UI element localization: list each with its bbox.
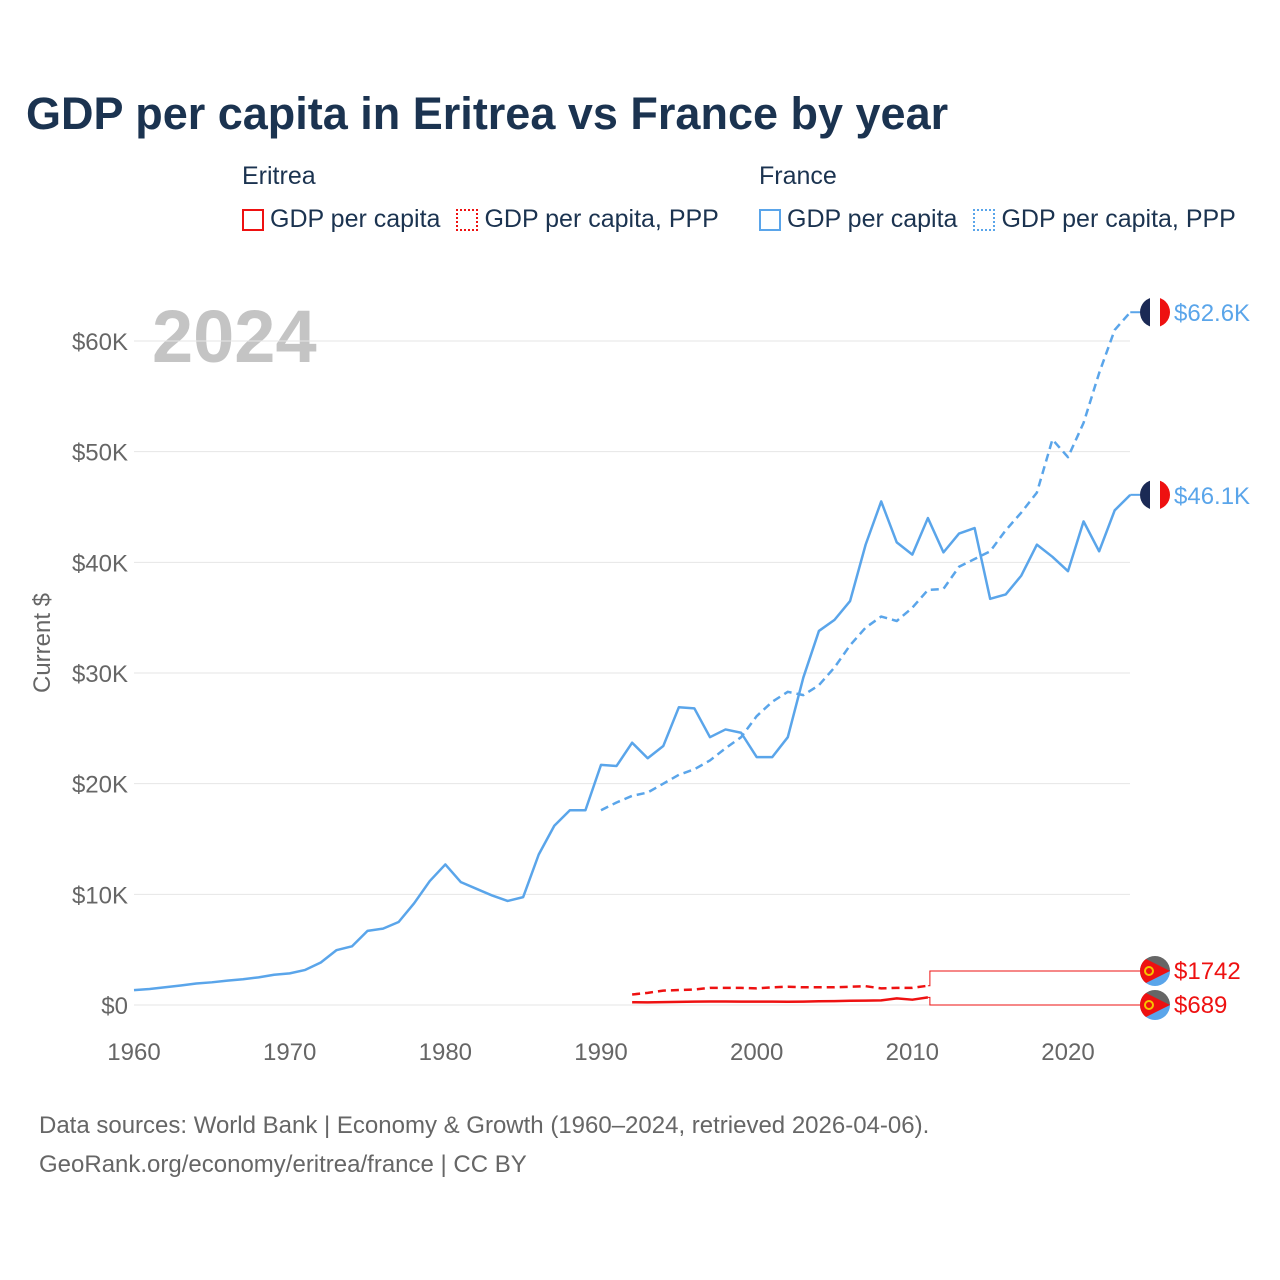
series-line-eritrea-gdp-per-capita xyxy=(632,996,929,1004)
flag-stripe xyxy=(1160,479,1170,510)
series-line-france-gdp-per-capita-ppp xyxy=(600,311,1132,812)
legend-swatch-dotted xyxy=(456,208,479,231)
france-flag-icon xyxy=(1140,297,1170,328)
flag-triangle xyxy=(1140,956,1170,986)
source-note: Data sources: World Bank | Economy & Gro… xyxy=(39,1106,929,1184)
flag-emblem xyxy=(1144,966,1154,976)
flag-emblem xyxy=(1144,1000,1154,1010)
flag-stripe xyxy=(1160,297,1170,328)
flag-stripe xyxy=(1140,297,1150,328)
legend-item-france-gdp[interactable]: GDP per capita xyxy=(759,205,957,234)
end-value-label: $689 xyxy=(1174,992,1227,1019)
x-tick-label: 1980 xyxy=(419,1039,472,1066)
legend-swatch-solid xyxy=(242,208,264,231)
y-tick-label: $50K xyxy=(72,440,128,467)
x-tick-label: 2020 xyxy=(1041,1039,1094,1066)
end-value-label: $46.1K xyxy=(1174,483,1250,510)
year-watermark: 2024 xyxy=(152,295,317,378)
legend-item-eritrea-ppp[interactable]: GDP per capita, PPP xyxy=(456,205,719,234)
end-value-label: $62.6K xyxy=(1174,300,1250,327)
y-tick-label: $60K xyxy=(72,329,128,356)
series-line-eritrea-gdp-per-capita-ppp xyxy=(632,984,929,996)
legend-label: GDP per capita, PPP xyxy=(1001,205,1236,233)
source-link[interactable]: GeoRank.org/economy/eritrea/france | CC … xyxy=(39,1151,527,1178)
x-tick-label: 1970 xyxy=(263,1039,316,1066)
y-axis-label: Current $ xyxy=(29,593,56,693)
x-tick-label: 2010 xyxy=(886,1039,939,1066)
chart-title: GDP per capita in Eritrea vs France by y… xyxy=(26,88,949,139)
x-tick-label: 1990 xyxy=(574,1039,627,1066)
legend-label: GDP per capita xyxy=(787,205,958,233)
legend-group-title: Eritrea xyxy=(242,162,316,190)
legend-group-title: France xyxy=(759,162,837,190)
end-connector xyxy=(927,970,1140,987)
eritrea-flag-icon xyxy=(1140,956,1170,986)
france-flag-icon xyxy=(1140,479,1170,510)
flag-stripe xyxy=(1150,479,1160,510)
legend-swatch-dotted xyxy=(973,208,996,231)
eritrea-flag-icon xyxy=(1140,990,1170,1020)
legend-item-eritrea-gdp[interactable]: GDP per capita xyxy=(242,205,440,234)
flag-stripe xyxy=(1140,479,1150,510)
legend-swatch-solid xyxy=(759,208,781,231)
x-tick-label: 1960 xyxy=(107,1039,160,1066)
legend-label: GDP per capita xyxy=(270,205,441,233)
y-tick-label: $20K xyxy=(72,772,128,799)
legend-group-france: France GDP per capita GDP per capita, PP… xyxy=(759,162,1252,234)
series-line-france-gdp-per-capita xyxy=(133,493,1132,992)
flag-triangle xyxy=(1140,990,1170,1020)
legend-item-france-ppp[interactable]: GDP per capita, PPP xyxy=(973,205,1236,234)
legend-group-eritrea: Eritrea GDP per capita GDP per capita, P… xyxy=(242,162,735,234)
y-tick-label: $40K xyxy=(72,550,128,577)
y-tick-label: $30K xyxy=(72,661,128,688)
end-value-label: $1742 xyxy=(1174,958,1241,985)
legend-label: GDP per capita, PPP xyxy=(484,205,719,233)
flag-stripe xyxy=(1150,297,1160,328)
end-connector xyxy=(927,996,1140,1006)
source-line: Data sources: World Bank | Economy & Gro… xyxy=(39,1112,930,1139)
y-tick-label: $0 xyxy=(101,993,128,1020)
y-tick-label: $10K xyxy=(72,882,128,909)
x-tick-label: 2000 xyxy=(730,1039,783,1066)
